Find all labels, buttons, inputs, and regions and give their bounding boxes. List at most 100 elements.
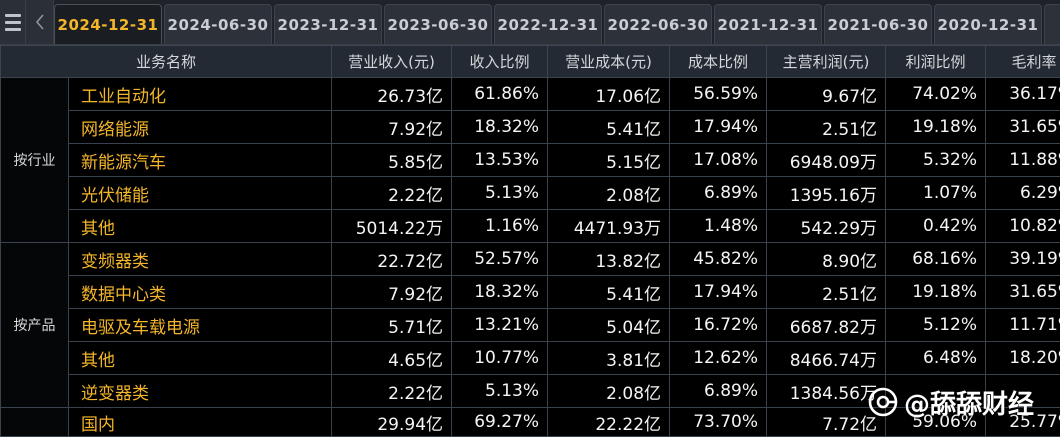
business-name-cell[interactable]: 变频器类 — [69, 243, 332, 276]
profit-ratio-cell: 1.07% — [886, 177, 986, 210]
cost-ratio-cell: 73.70% — [670, 408, 767, 437]
revenue-cell: 7.92亿 — [332, 111, 452, 144]
profit-ratio-cell: 74.02% — [886, 78, 986, 111]
tab-period[interactable]: 2023-12-31 — [274, 4, 382, 44]
menu-icon[interactable] — [0, 0, 26, 44]
profit-cell: 2.51亿 — [767, 111, 886, 144]
profit-cell: 542.29万 — [767, 210, 886, 243]
revenue-cell: 22.72亿 — [332, 243, 452, 276]
header-gross-margin[interactable]: 毛利率 — [986, 46, 1060, 78]
cost-cell: 5.41亿 — [548, 276, 670, 309]
profit-cell: 8.90亿 — [767, 243, 886, 276]
cost-ratio-cell: 56.59% — [670, 78, 767, 111]
tab-period[interactable]: 2023-06-30 — [384, 4, 492, 44]
cost-ratio-cell: 6.89% — [670, 375, 767, 408]
chevron-left-icon[interactable] — [26, 0, 54, 44]
business-name-cell[interactable]: 其他 — [69, 342, 332, 375]
cost-cell: 3.81亿 — [548, 342, 670, 375]
cost-cell: 5.15亿 — [548, 144, 670, 177]
table-header-row: 业务名称 营业收入(元) 收入比例 营业成本(元) 成本比例 主营利润(元) 利… — [1, 46, 1060, 78]
cost-cell: 5.04亿 — [548, 309, 670, 342]
tab-period-overflow[interactable] — [1044, 4, 1060, 44]
tab-period[interactable]: 2021-06-30 — [824, 4, 932, 44]
revenue-ratio-cell: 61.86% — [452, 78, 548, 111]
tab-period[interactable]: 2024-06-30 — [164, 4, 272, 44]
revenue-ratio-cell: 5.13% — [452, 177, 548, 210]
business-name-cell[interactable]: 工业自动化 — [69, 78, 332, 111]
revenue-ratio-cell: 13.21% — [452, 309, 548, 342]
header-cost[interactable]: 营业成本(元) — [548, 46, 670, 78]
header-revenue-ratio[interactable]: 收入比例 — [452, 46, 548, 78]
revenue-cell: 26.73亿 — [332, 78, 452, 111]
revenue-ratio-cell: 10.77% — [452, 342, 548, 375]
watermark-text: @舔舔财经 — [904, 384, 1034, 421]
cost-ratio-cell: 17.94% — [670, 111, 767, 144]
cost-ratio-cell: 12.62% — [670, 342, 767, 375]
business-name-cell[interactable]: 光伏储能 — [69, 177, 332, 210]
business-name-cell[interactable]: 国内 — [69, 408, 332, 437]
business-composition-table: 业务名称 营业收入(元) 收入比例 营业成本(元) 成本比例 主营利润(元) 利… — [0, 45, 1060, 437]
revenue-cell: 7.92亿 — [332, 276, 452, 309]
tab-period[interactable]: 2022-06-30 — [604, 4, 712, 44]
profit-cell: 8466.74万 — [767, 342, 886, 375]
profit-ratio-cell: 68.16% — [886, 243, 986, 276]
business-name-cell[interactable]: 其他 — [69, 210, 332, 243]
cost-ratio-cell: 45.82% — [670, 243, 767, 276]
revenue-cell: 5.85亿 — [332, 144, 452, 177]
header-revenue[interactable]: 营业收入(元) — [332, 46, 452, 78]
profit-ratio-cell: 6.48% — [886, 342, 986, 375]
tab-period[interactable]: 2022-12-31 — [494, 4, 602, 44]
header-business-name[interactable]: 业务名称 — [1, 46, 332, 78]
watermark: @舔舔财经 — [868, 382, 1034, 422]
profit-ratio-cell: 5.32% — [886, 144, 986, 177]
cost-ratio-cell: 17.94% — [670, 276, 767, 309]
cost-cell: 5.41亿 — [548, 111, 670, 144]
revenue-ratio-cell: 69.27% — [452, 408, 548, 437]
gross-margin-cell: 11.71% — [986, 309, 1060, 342]
business-name-cell[interactable]: 逆变器类 — [69, 375, 332, 408]
gross-margin-cell: 39.19% — [986, 243, 1060, 276]
cost-cell: 4471.93万 — [548, 210, 670, 243]
business-name-cell[interactable]: 电驱及车载电源 — [69, 309, 332, 342]
cost-ratio-cell: 16.72% — [670, 309, 767, 342]
profit-cell: 1395.16万 — [767, 177, 886, 210]
revenue-ratio-cell: 18.32% — [452, 276, 548, 309]
business-name-cell[interactable]: 数据中心类 — [69, 276, 332, 309]
gross-margin-cell: 18.20% — [986, 342, 1060, 375]
gross-margin-cell: 36.17% — [986, 78, 1060, 111]
revenue-ratio-cell: 13.53% — [452, 144, 548, 177]
tab-period[interactable]: 2021-12-31 — [714, 4, 822, 44]
cost-cell: 2.08亿 — [548, 177, 670, 210]
business-name-cell[interactable]: 新能源汽车 — [69, 144, 332, 177]
tab-period[interactable]: 2024-12-31 — [54, 4, 162, 44]
header-profit-ratio[interactable]: 利润比例 — [886, 46, 986, 78]
cost-cell: 17.06亿 — [548, 78, 670, 111]
gross-margin-cell: 11.88% — [986, 144, 1060, 177]
revenue-ratio-cell: 1.16% — [452, 210, 548, 243]
gross-margin-cell: 31.65% — [986, 276, 1060, 309]
cost-ratio-cell: 17.08% — [670, 144, 767, 177]
gross-margin-cell: 6.29% — [986, 177, 1060, 210]
revenue-cell: 2.22亿 — [332, 375, 452, 408]
header-profit[interactable]: 主营利润(元) — [767, 46, 886, 78]
revenue-ratio-cell: 5.13% — [452, 375, 548, 408]
business-name-cell[interactable]: 网络能源 — [69, 111, 332, 144]
cost-cell: 22.22亿 — [548, 408, 670, 437]
revenue-cell: 4.65亿 — [332, 342, 452, 375]
header-cost-ratio[interactable]: 成本比例 — [670, 46, 767, 78]
tab-period[interactable]: 2020-12-31 — [934, 4, 1042, 44]
profit-cell: 6948.09万 — [767, 144, 886, 177]
group-label: 按产品 — [1, 243, 69, 408]
cost-cell: 2.08亿 — [548, 375, 670, 408]
group-label: 按行业 — [1, 78, 69, 243]
revenue-cell: 5014.22万 — [332, 210, 452, 243]
